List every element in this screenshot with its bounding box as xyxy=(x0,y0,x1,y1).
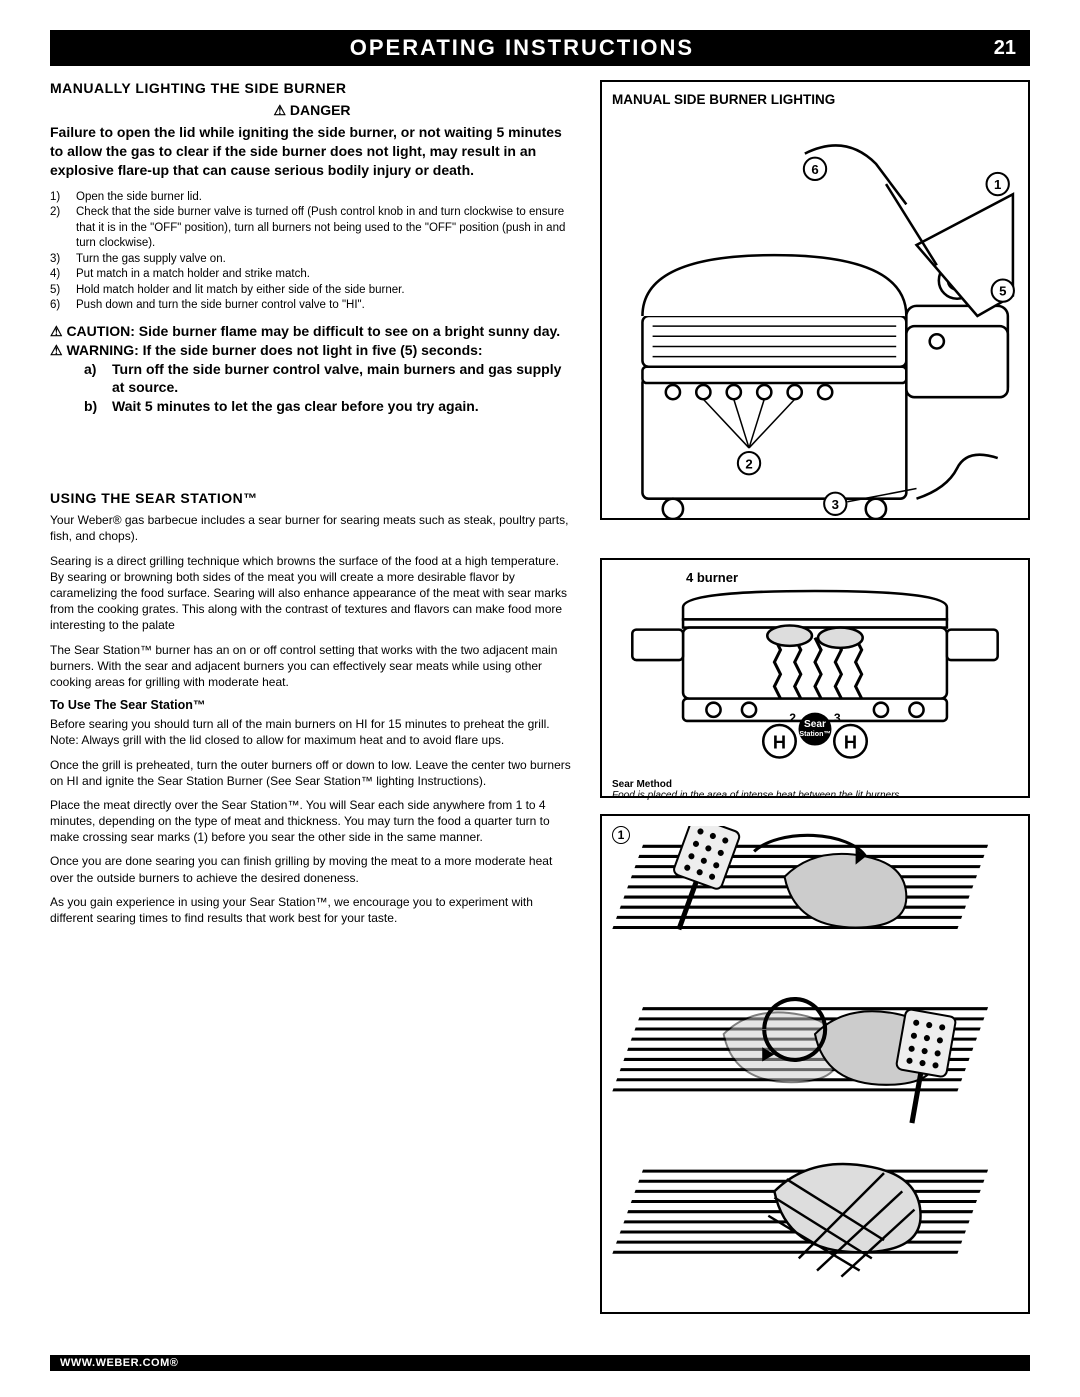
footer-bar: WWW.WEBER.COM® xyxy=(50,1355,1030,1371)
manual-light-heading: MANUALLY LIGHTING THE SIDE BURNER xyxy=(50,80,574,96)
step-num: 1) xyxy=(50,190,76,206)
svg-text:Sear: Sear xyxy=(804,719,826,730)
svg-text:H: H xyxy=(773,731,786,752)
step-text: Hold match holder and lit match by eithe… xyxy=(76,283,574,299)
step-row: 6)Push down and turn the side burner con… xyxy=(50,298,574,314)
left-column: MANUALLY LIGHTING THE SIDE BURNER ⚠ DANG… xyxy=(50,80,574,1330)
step-row: 3)Turn the gas supply valve on. xyxy=(50,252,574,268)
caution-text: ⚠ CAUTION: Side burner flame may be diff… xyxy=(50,322,574,341)
step-text: Open the side burner lid. xyxy=(76,190,574,206)
sub-letter: a) xyxy=(84,360,112,398)
fig2-caption-body: Food is placed in the area of intense he… xyxy=(612,790,1018,801)
sub-row: b)Wait 5 minutes to let the gas clear be… xyxy=(84,397,574,416)
sear-subhead: To Use The Sear Station™ xyxy=(50,698,574,712)
sub-row: a)Turn off the side burner control valve… xyxy=(84,360,574,398)
svg-text:3: 3 xyxy=(832,497,839,512)
step-text: Turn the gas supply valve on. xyxy=(76,252,574,268)
sear-p2: Searing is a direct grilling technique w… xyxy=(50,553,574,634)
sear-p1: Your Weber® gas barbecue includes a sear… xyxy=(50,512,574,544)
step-row: 4)Put match in a match holder and strike… xyxy=(50,267,574,283)
svg-text:2: 2 xyxy=(789,711,796,725)
sub-text: Turn off the side burner control valve, … xyxy=(112,360,574,398)
step-num: 6) xyxy=(50,298,76,314)
figure-4burner: 4 burner xyxy=(600,558,1030,798)
step-num: 4) xyxy=(50,267,76,283)
figure-sear-steps: 1 xyxy=(600,814,1030,1314)
sear-steps-diagram xyxy=(612,826,1018,1313)
fig1-title: MANUAL SIDE BURNER LIGHTING xyxy=(612,92,1018,107)
svg-text:6: 6 xyxy=(811,162,818,177)
content-columns: MANUALLY LIGHTING THE SIDE BURNER ⚠ DANG… xyxy=(50,80,1030,1330)
warning-text: ⚠ WARNING: If the side burner does not l… xyxy=(50,341,574,360)
step-text: Push down and turn the side burner contr… xyxy=(76,298,574,314)
sub-text: Wait 5 minutes to let the gas clear befo… xyxy=(112,397,479,416)
fig2-title: 4 burner xyxy=(686,570,1018,585)
fig3-callout-1: 1 xyxy=(612,826,630,844)
svg-text:5: 5 xyxy=(999,284,1006,299)
danger-text: Failure to open the lid while igniting t… xyxy=(50,123,574,180)
sear-p3: The Sear Station™ burner has an on or of… xyxy=(50,642,574,691)
sear-heading: USING THE SEAR STATION™ xyxy=(50,490,574,506)
grill-diagram: 6 1 5 2 3 xyxy=(612,113,1018,519)
svg-text:Station™: Station™ xyxy=(799,730,830,738)
svg-text:2: 2 xyxy=(745,456,752,471)
lighting-steps: 1)Open the side burner lid. 2)Check that… xyxy=(50,190,574,314)
danger-label: ⚠ DANGER xyxy=(50,102,574,119)
fig2-caption-title: Sear Method xyxy=(612,779,1018,790)
sub-letter: b) xyxy=(84,397,112,416)
svg-text:3: 3 xyxy=(834,711,841,725)
svg-text:1: 1 xyxy=(994,177,1001,192)
svg-text:H: H xyxy=(844,731,857,752)
right-column: MANUAL SIDE BURNER LIGHTING xyxy=(600,80,1030,1330)
header-bar: OPERATING INSTRUCTIONS 21 xyxy=(50,30,1030,66)
sear-station-diagram: Sear Station™ H H 2 3 xyxy=(612,589,1018,772)
page-title: OPERATING INSTRUCTIONS xyxy=(50,35,994,61)
sear-p6: Place the meat directly over the Sear St… xyxy=(50,797,574,846)
step-num: 3) xyxy=(50,252,76,268)
warning-substeps: a)Turn off the side burner control valve… xyxy=(84,360,574,417)
sear-p8: As you gain experience in using your Sea… xyxy=(50,894,574,926)
step-num: 5) xyxy=(50,283,76,299)
sear-p7: Once you are done searing you can finish… xyxy=(50,853,574,885)
step-text: Put match in a match holder and strike m… xyxy=(76,267,574,283)
step-num: 2) xyxy=(50,205,76,252)
footer-url: WWW.WEBER.COM® xyxy=(60,1357,178,1369)
step-row: 5)Hold match holder and lit match by eit… xyxy=(50,283,574,299)
step-row: 1)Open the side burner lid. xyxy=(50,190,574,206)
figure-manual-lighting: MANUAL SIDE BURNER LIGHTING xyxy=(600,80,1030,520)
sear-p5: Once the grill is preheated, turn the ou… xyxy=(50,757,574,789)
sear-p4: Before searing you should turn all of th… xyxy=(50,716,574,748)
step-row: 2)Check that the side burner valve is tu… xyxy=(50,205,574,252)
step-text: Check that the side burner valve is turn… xyxy=(76,205,574,252)
page-number: 21 xyxy=(994,37,1016,60)
